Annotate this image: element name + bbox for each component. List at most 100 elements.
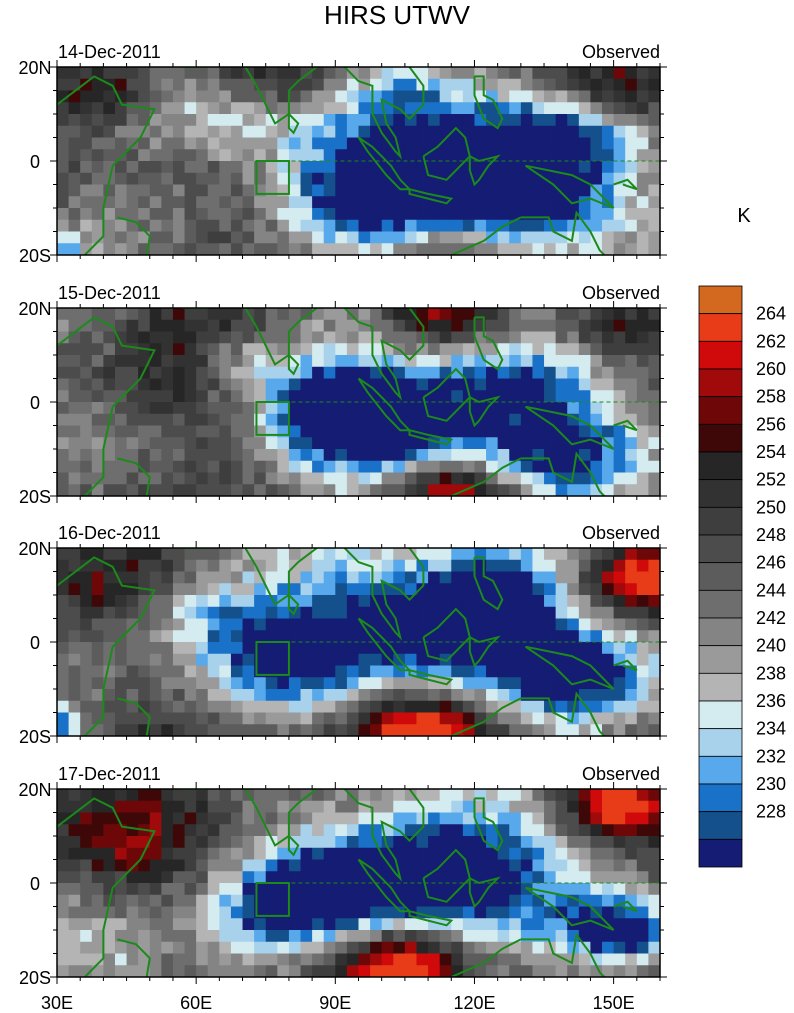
- heatmap-cell: [555, 871, 568, 884]
- heatmap-cell: [636, 571, 650, 584]
- heatmap-cell: [230, 449, 244, 462]
- heatmap-cell: [497, 449, 510, 462]
- heatmap-cell: [613, 642, 626, 655]
- heatmap-cell: [91, 331, 104, 344]
- heatmap-cell: [451, 90, 464, 103]
- heatmap-cell: [68, 965, 81, 977]
- heatmap-cell: [625, 78, 638, 92]
- heatmap-cell: [68, 231, 81, 244]
- heatmap-cell: [532, 559, 545, 573]
- heatmap-cell: [497, 196, 510, 209]
- heatmap-cell: [80, 918, 93, 931]
- coastline: [520, 932, 606, 977]
- heatmap-cell: [590, 472, 603, 485]
- heatmap-cell: [474, 918, 487, 931]
- heatmap-cell: [149, 472, 162, 485]
- heatmap-cell: [277, 413, 290, 427]
- heatmap-cell: [172, 665, 186, 678]
- heatmap-cell: [265, 724, 278, 736]
- heatmap-cell: [416, 114, 429, 127]
- heatmap-cell: [312, 413, 325, 427]
- heatmap-cell: [172, 331, 186, 344]
- heatmap-cell: [300, 930, 313, 943]
- heatmap-cell: [428, 67, 441, 80]
- heatmap-cell: [312, 642, 325, 655]
- heatmap-cell: [300, 402, 313, 415]
- heatmap-cell: [578, 137, 592, 150]
- heatmap-cell: [196, 102, 209, 115]
- heatmap-cell: [393, 953, 406, 966]
- heatmap-cell: [219, 449, 232, 462]
- heatmap-cell: [161, 665, 174, 678]
- heatmap-cell: [277, 78, 290, 92]
- heatmap-cell: [416, 243, 429, 255]
- heatmap-cell: [648, 571, 660, 584]
- heatmap-cell: [57, 413, 70, 427]
- heatmap-cell: [91, 618, 104, 631]
- heatmap-cell: [68, 390, 81, 403]
- heatmap-cell: [312, 125, 325, 139]
- heatmap-cell: [567, 789, 580, 802]
- heatmap-cell: [462, 665, 476, 678]
- heatmap-cell: [509, 449, 522, 462]
- heatmap-cell: [358, 789, 371, 802]
- heatmap-cell: [103, 137, 116, 150]
- heatmap-cell: [68, 137, 81, 150]
- heatmap-cell: [242, 460, 255, 474]
- colorbar-box: [698, 534, 743, 564]
- heatmap-cell: [288, 653, 302, 667]
- heatmap-cell: [578, 114, 592, 127]
- colorbar-label: 236: [756, 691, 786, 711]
- heatmap-cell: [462, 219, 476, 233]
- heatmap-cell: [172, 836, 186, 849]
- heatmap-cell: [486, 941, 499, 955]
- heatmap-cell: [613, 824, 626, 837]
- heatmap-cell: [346, 390, 360, 403]
- heatmap-cell: [254, 437, 267, 450]
- heatmap-cell: [474, 208, 487, 221]
- heatmap-cell: [625, 700, 638, 714]
- heatmap-cell: [91, 724, 104, 736]
- heatmap-cell: [323, 449, 336, 462]
- heatmap-cell: [602, 571, 615, 584]
- heatmap-cell: [242, 906, 255, 919]
- heatmap-cell: [230, 114, 244, 127]
- heatmap-cell: [300, 918, 313, 931]
- heatmap-cell: [602, 90, 615, 103]
- coastline: [182, 548, 319, 606]
- heatmap-cell: [404, 571, 418, 584]
- heatmap-cell: [555, 800, 568, 814]
- heatmap-cell: [230, 700, 244, 714]
- heatmap-cell: [300, 319, 313, 333]
- heatmap-cell: [497, 343, 510, 356]
- heatmap-cell: [393, 460, 406, 474]
- heatmap-cell: [172, 219, 186, 233]
- heatmap-cell: [230, 484, 244, 496]
- coastline: [524, 645, 615, 690]
- heatmap-cell: [335, 642, 348, 655]
- heatmap-cell: [370, 724, 383, 736]
- heatmap-cell: [254, 484, 267, 496]
- heatmap-cell: [520, 653, 534, 667]
- heatmap-cell: [196, 571, 209, 584]
- heatmap-cell: [544, 724, 557, 736]
- heatmap-cell: [393, 930, 406, 943]
- heatmap-cell: [184, 595, 197, 608]
- heatmap-cell: [114, 67, 128, 80]
- heatmap-cell: [567, 642, 580, 655]
- heatmap-cell: [126, 789, 139, 802]
- heatmap-cell: [207, 630, 220, 643]
- heatmap-cell: [57, 871, 70, 884]
- panel-date: 17-Dec-2011: [58, 764, 161, 784]
- coastline: [117, 457, 151, 496]
- heatmap-cell: [207, 125, 220, 139]
- heatmap-cell: [80, 906, 93, 919]
- heatmap-cell: [312, 824, 325, 837]
- heatmap-cell: [219, 800, 232, 814]
- panel-source: Observed: [582, 523, 660, 543]
- heatmap-cell: [323, 906, 336, 919]
- heatmap-cell: [80, 630, 93, 643]
- heatmap-cell: [68, 789, 81, 802]
- heatmap-cell: [149, 243, 162, 255]
- heatmap-cell: [323, 930, 336, 943]
